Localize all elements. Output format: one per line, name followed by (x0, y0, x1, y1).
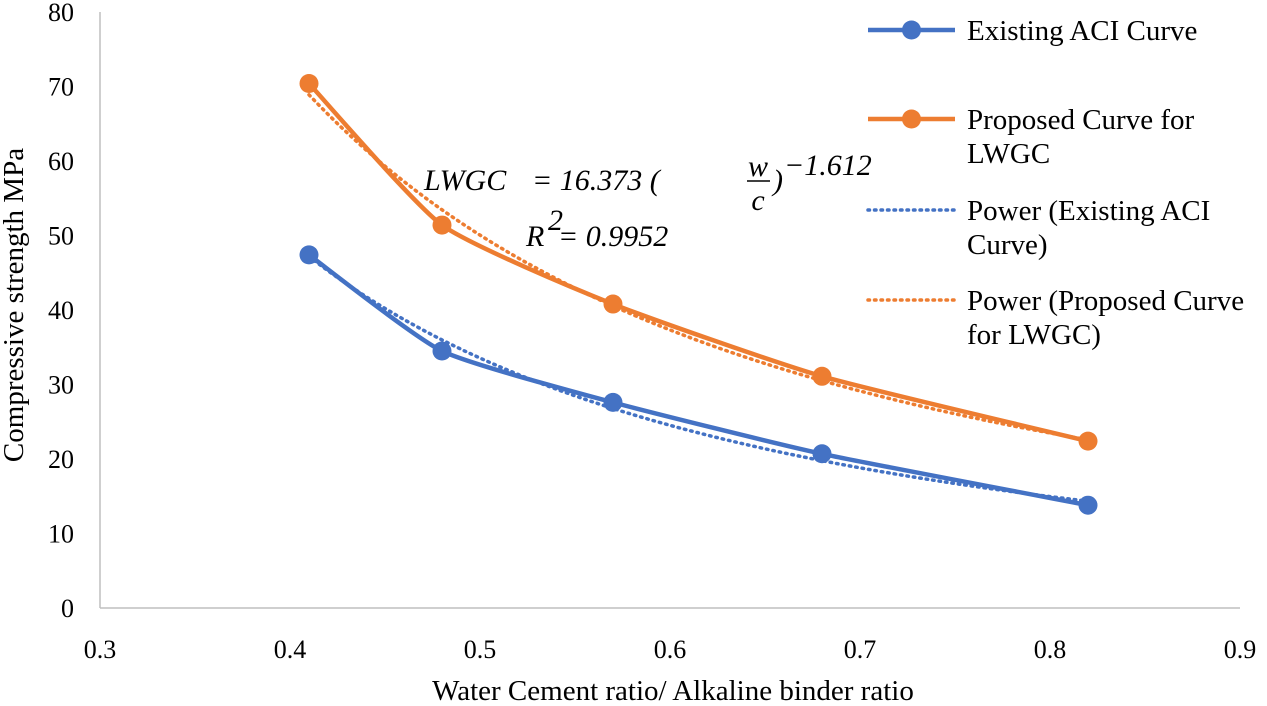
equation-coefficient: = 16.373 ( (532, 164, 662, 197)
legend-label: Power (Existing ACI (967, 195, 1210, 227)
axes (99, 12, 1240, 609)
x-tick-label: 0.5 (464, 635, 497, 664)
legend-marker (902, 20, 921, 40)
x-tick-label: 0.4 (274, 635, 307, 664)
legend: Existing ACI Curve Proposed Curve forLWGC… (866, 15, 1244, 351)
legend-label: Existing ACI Curve (967, 15, 1197, 47)
y-tick-label: 40 (48, 296, 74, 325)
x-tick-label: 0.9 (1224, 635, 1257, 664)
data-point (299, 245, 319, 265)
equation-close-paren: ) (771, 164, 783, 197)
y-tick-label: 70 (48, 73, 74, 102)
y-tick-label: 10 (48, 520, 74, 549)
data-point (432, 215, 452, 235)
legend-label: LWGC (967, 138, 1050, 170)
equation-exponent: −1.612 (784, 149, 872, 182)
legend-label: Proposed Curve for (967, 104, 1194, 136)
data-point (299, 74, 319, 94)
data-point (1078, 431, 1098, 451)
series (299, 74, 1098, 515)
x-axis-title: Water Cement ratio/ Alkaline binder rati… (432, 675, 914, 706)
y-tick-label: 0 (61, 594, 74, 623)
series-line (307, 253, 1089, 508)
legend-label: Power (Proposed Curve (967, 285, 1244, 317)
tick-labels: 0 10 20 30 40 50 60 70 80 0.3 0.4 0.5 0.6 0.7 0.8 0.9 (48, 0, 1256, 664)
equation-annotation: LWGC = 16.373 ( w c ) −1.612 R 2 = 0.995… (423, 149, 872, 253)
x-tick-label: 0.6 (654, 635, 687, 664)
data-point (812, 444, 832, 464)
x-tick-label: 0.7 (844, 635, 877, 664)
trendline (307, 93, 1090, 442)
y-tick-label: 50 (48, 222, 74, 251)
legend-label: Curve) (967, 229, 1048, 261)
x-tick-label: 0.8 (1034, 635, 1067, 664)
x-tick-label: 0.3 (84, 635, 117, 664)
data-point (432, 341, 452, 361)
equation-denominator: c (751, 184, 764, 217)
y-tick-label: 60 (48, 147, 74, 176)
data-point (603, 392, 623, 412)
y-tick-label: 30 (48, 371, 74, 400)
r2-exponent: 2 (548, 204, 563, 237)
equation-lhs: LWGC (423, 164, 507, 197)
y-tick-label: 20 (48, 445, 74, 474)
y-axis-title: Compressive strength MPa (0, 148, 30, 462)
trendline (307, 254, 1090, 503)
data-point (812, 366, 832, 386)
data-point (603, 294, 623, 314)
r2-value: = 0.9952 (558, 220, 668, 253)
equation-numerator: w (748, 150, 768, 183)
trendlines (307, 93, 1090, 503)
legend-label: for LWGC) (967, 319, 1101, 351)
r2-lhs: R (525, 220, 544, 253)
data-point (1078, 495, 1098, 515)
y-tick-label: 80 (48, 0, 74, 27)
legend-marker (902, 109, 921, 129)
